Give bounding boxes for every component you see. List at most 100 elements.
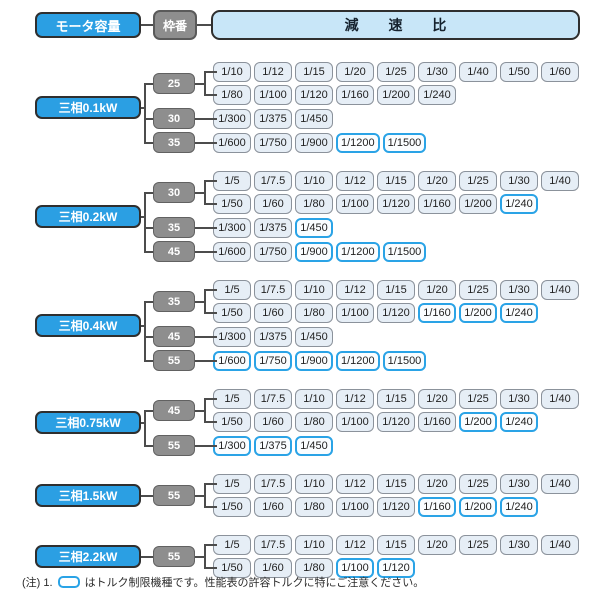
ratio-cell: 1/7.5 <box>254 389 292 409</box>
ratio-cell: 1/120 <box>377 303 415 323</box>
ratio-cell: 1/750 <box>254 241 292 262</box>
ratio-cell: 1/25 <box>459 171 497 191</box>
ratio-cell: 1/120 <box>377 497 415 517</box>
frame-number-box: 55 <box>153 485 195 506</box>
ratio-cell: 1/80 <box>295 412 333 432</box>
ratio-rows-column: 1/5 1/7.5 1/10 1/12 1/15 1/20 1/25 1/30 1/40 1/50… <box>213 280 582 323</box>
ratio-cell: 1/40 <box>541 389 579 409</box>
ratio-cell: 1/60 <box>254 497 292 517</box>
frames-column: 25 1/10 1/12 1/15 1/20 1/25 1/30 1/40 1/50 1/60 1/… <box>153 62 582 153</box>
ratio-cell: 1/50 <box>213 412 251 432</box>
ratio-cell: 1/20 <box>418 280 456 300</box>
frame-number-box: 55 <box>153 435 195 456</box>
ratio-row: 1/5 1/7.5 1/10 1/12 1/15 1/20 1/25 1/30 1/40 <box>213 474 582 494</box>
ratio-cell: 1/25 <box>459 389 497 409</box>
frame-group: 55 1/300 1/375 1/450 <box>153 435 582 456</box>
ratio-cell: 1/160 <box>336 85 374 105</box>
ratio-cell: 1/7.5 <box>254 535 292 555</box>
capacity-section: 三相0.75kW 45 1/5 1/7.5 1/10 1/12 1/15 1/20 1/25 1/… <box>35 389 582 456</box>
ratio-cell: 1/300 <box>213 326 251 347</box>
ratio-cell: 1/7.5 <box>254 171 292 191</box>
frames-column: 45 1/5 1/7.5 1/10 1/12 1/15 1/20 1/25 1/30 1/40 1/… <box>153 389 582 456</box>
ratio-cell: 1/240 <box>500 497 538 517</box>
ratio-cell: 1/15 <box>377 535 415 555</box>
frame-number-box: 55 <box>153 350 195 371</box>
ratio-cell: 1/200 <box>459 412 497 432</box>
footnote-text: はトルク制限機種です。性能表の許容トルクに特にご注意ください。 <box>84 577 425 589</box>
ratio-cell: 1/40 <box>541 280 579 300</box>
ratio-rows-column: 1/300 1/375 1/450 <box>213 326 336 347</box>
ratio-cell: 1/15 <box>295 62 333 82</box>
ratio-cell: 1/160 <box>418 194 456 214</box>
ratio-cell: 1/30 <box>418 62 456 82</box>
ratio-cell: 1/60 <box>254 303 292 323</box>
ratio-cell: 1/5 <box>213 535 251 555</box>
reduction-ratio-header: 減 速 比 <box>211 10 580 40</box>
ratio-cell: 1/60 <box>254 412 292 432</box>
ratio-cell: 1/12 <box>254 62 292 82</box>
ratio-row: 1/80 1/100 1/120 1/160 1/200 1/240 <box>213 85 582 105</box>
ratio-cell: 1/50 <box>500 62 538 82</box>
ratio-cell: 1/160 <box>418 303 456 323</box>
ratio-row: 1/5 1/7.5 1/10 1/12 1/15 1/20 1/25 1/30 1/40 <box>213 535 582 555</box>
ratio-cell: 1/200 <box>459 194 497 214</box>
capacity-section: 三相1.5kW 55 1/5 1/7.5 1/10 1/12 1/15 1/20 1/25 1/3… <box>35 474 582 517</box>
ratio-cell: 1/12 <box>336 280 374 300</box>
ratio-row: 1/300 1/375 1/450 <box>213 326 336 347</box>
frame-number-box: 35 <box>153 291 195 312</box>
ratio-cell: 1/375 <box>254 108 292 129</box>
ratio-cell: 1/240 <box>500 194 538 214</box>
capacity-section: 三相0.4kW 35 1/5 1/7.5 1/10 1/12 1/15 1/20 1/25 1/3… <box>35 280 582 371</box>
ratio-cell: 1/80 <box>295 194 333 214</box>
ratio-cell: 1/25 <box>459 474 497 494</box>
ratio-cell: 1/80 <box>295 497 333 517</box>
ratio-row: 1/50 1/60 1/80 1/100 1/120 1/160 1/200 1/240 <box>213 194 582 214</box>
ratio-cell: 1/15 <box>377 389 415 409</box>
ratio-cell: 1/1200 <box>336 132 380 153</box>
frame-group: 55 1/5 1/7.5 1/10 1/12 1/15 1/20 1/25 1/30 1/40 1/… <box>153 474 582 517</box>
ratio-cell: 1/450 <box>295 435 333 456</box>
ratio-cell: 1/60 <box>254 558 292 578</box>
ratio-cell: 1/160 <box>418 497 456 517</box>
ratio-cell: 1/50 <box>213 194 251 214</box>
frame-number-box: 45 <box>153 400 195 421</box>
ratio-cell: 1/1200 <box>336 241 380 262</box>
ratio-cell: 1/200 <box>459 497 497 517</box>
ratio-cell: 1/100 <box>254 85 292 105</box>
frame-number-box: 35 <box>153 217 195 238</box>
ratio-cell: 1/100 <box>336 497 374 517</box>
ratio-cell: 1/7.5 <box>254 280 292 300</box>
motor-capacity-box: 三相0.1kW <box>35 96 141 119</box>
ratio-rows-column: 1/5 1/7.5 1/10 1/12 1/15 1/20 1/25 1/30 1/40 1/50… <box>213 171 582 214</box>
frame-number-header: 枠番 <box>153 10 197 40</box>
footnote-prefix: (注) 1. <box>22 577 53 589</box>
capacity-section: 三相0.2kW 30 1/5 1/7.5 1/10 1/12 1/15 1/20 1/25 1/3… <box>35 171 582 262</box>
ratio-cell: 1/100 <box>336 303 374 323</box>
ratio-cell: 1/25 <box>459 535 497 555</box>
ratio-cell: 1/100 <box>336 194 374 214</box>
ratio-row: 1/50 1/60 1/80 1/100 1/120 1/160 1/200 1/240 <box>213 303 582 323</box>
ratio-row: 1/300 1/375 1/450 <box>213 217 336 238</box>
connector-line <box>197 24 211 26</box>
ratio-cell: 1/12 <box>336 535 374 555</box>
ratio-cell: 1/20 <box>418 389 456 409</box>
capacity-section: 三相0.1kW 25 1/10 1/12 1/15 1/20 1/25 1/30 1/40 1/5… <box>35 62 582 153</box>
ratio-row: 1/50 1/60 1/80 1/100 1/120 <box>213 558 582 578</box>
ratio-cell: 1/160 <box>418 412 456 432</box>
frame-group: 35 1/600 1/750 1/900 1/1200 1/1500 <box>153 132 582 153</box>
ratio-cell: 1/25 <box>377 62 415 82</box>
frame-number-box: 30 <box>153 182 195 203</box>
capacity-section: 三相2.2kW 55 1/5 1/7.5 1/10 1/12 1/15 1/20 1/25 1/3… <box>35 535 582 578</box>
ratio-cell: 1/30 <box>500 389 538 409</box>
ratio-cell: 1/30 <box>500 280 538 300</box>
ratio-row: 1/600 1/750 1/900 1/1200 1/1500 <box>213 241 429 262</box>
ratio-cell: 1/80 <box>295 303 333 323</box>
ratio-cell: 1/120 <box>295 85 333 105</box>
ratio-cell: 1/10 <box>295 535 333 555</box>
ratio-cell: 1/20 <box>418 171 456 191</box>
ratio-cell: 1/25 <box>459 280 497 300</box>
frame-number-box: 45 <box>153 326 195 347</box>
ratio-cell: 1/750 <box>254 350 292 371</box>
ratio-cell: 1/300 <box>213 435 251 456</box>
